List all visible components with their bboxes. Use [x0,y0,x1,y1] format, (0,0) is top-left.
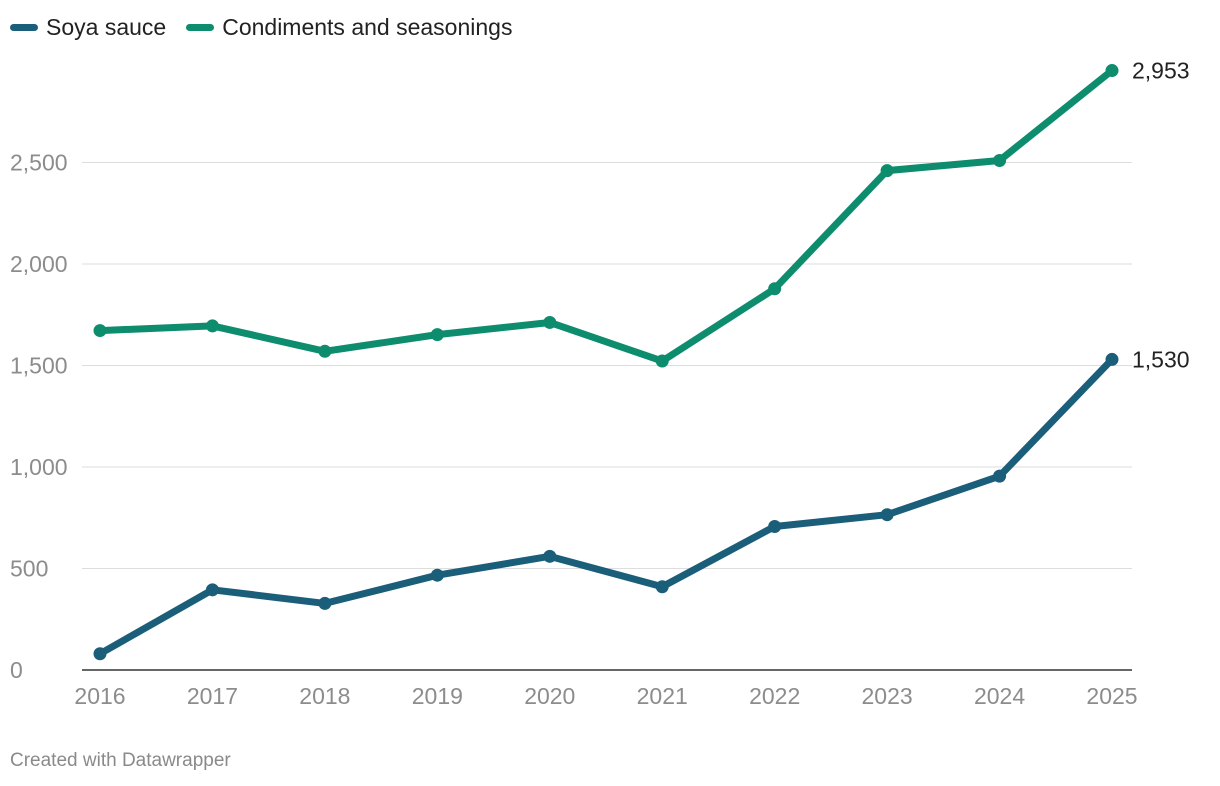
data-point-soya-sauce-2019 [430,568,444,582]
legend-label-soya-sauce: Soya sauce [46,14,167,40]
chart-legend: Soya sauce Condiments and seasonings [10,14,512,41]
data-point-condiments-and-seasonings-2023 [880,164,894,178]
data-point-soya-sauce-2025 [1105,352,1119,366]
y-tick-label-0: 0 [10,657,23,683]
data-point-soya-sauce-2024 [993,469,1007,483]
legend-label-condiments: Condiments and seasonings [222,14,513,40]
legend-item-soya-sauce: Soya sauce [10,14,166,41]
series-line-soya-sauce [96,355,1116,658]
data-point-soya-sauce-2017 [205,583,219,597]
data-point-condiments-and-seasonings-2021 [655,354,669,368]
data-point-soya-sauce-2020 [543,549,557,563]
x-tick-label-2022: 2022 [749,683,800,709]
end-label-soya-sauce: 1,530 [1132,346,1190,372]
data-point-condiments-and-seasonings-2025 [1105,64,1119,78]
data-point-soya-sauce-2016 [93,647,107,661]
x-tick-label-2017: 2017 [187,683,238,709]
data-point-soya-sauce-2023 [880,508,894,522]
y-tick-label-2500: 2,500 [10,150,68,176]
x-tick-label-2024: 2024 [974,683,1025,709]
x-tick-label-2023: 2023 [862,683,913,709]
x-tick-label-2021: 2021 [637,683,688,709]
x-tick-label-2016: 2016 [74,683,125,709]
data-point-condiments-and-seasonings-2019 [430,328,444,342]
y-tick-label-1000: 1,000 [10,454,68,480]
data-point-soya-sauce-2018 [318,596,332,610]
x-tick-label-2019: 2019 [412,683,463,709]
data-point-condiments-and-seasonings-2022 [768,282,782,296]
series-line-condiments-and-seasonings [96,67,1116,365]
x-tick-label-2020: 2020 [524,683,575,709]
x-tick-label-2018: 2018 [299,683,350,709]
legend-item-condiments: Condiments and seasonings [186,14,512,41]
data-point-soya-sauce-2021 [655,580,669,594]
y-tick-label-2000: 2,000 [10,251,68,277]
data-point-condiments-and-seasonings-2018 [318,344,332,358]
data-point-condiments-and-seasonings-2016 [93,324,107,338]
legend-swatch-soya-sauce [10,24,38,31]
y-tick-label-1500: 1,500 [10,353,68,379]
data-point-condiments-and-seasonings-2017 [205,319,219,333]
data-point-condiments-and-seasonings-2024 [993,153,1007,167]
data-point-soya-sauce-2022 [768,519,782,533]
y-tick-label-500: 500 [10,556,48,582]
end-label-condiments-and-seasonings: 2,953 [1132,58,1190,84]
data-point-condiments-and-seasonings-2020 [543,315,557,329]
legend-swatch-condiments [186,24,215,31]
footer-credit: Created with Datawrapper [10,750,231,771]
x-tick-label-2025: 2025 [1086,683,1137,709]
